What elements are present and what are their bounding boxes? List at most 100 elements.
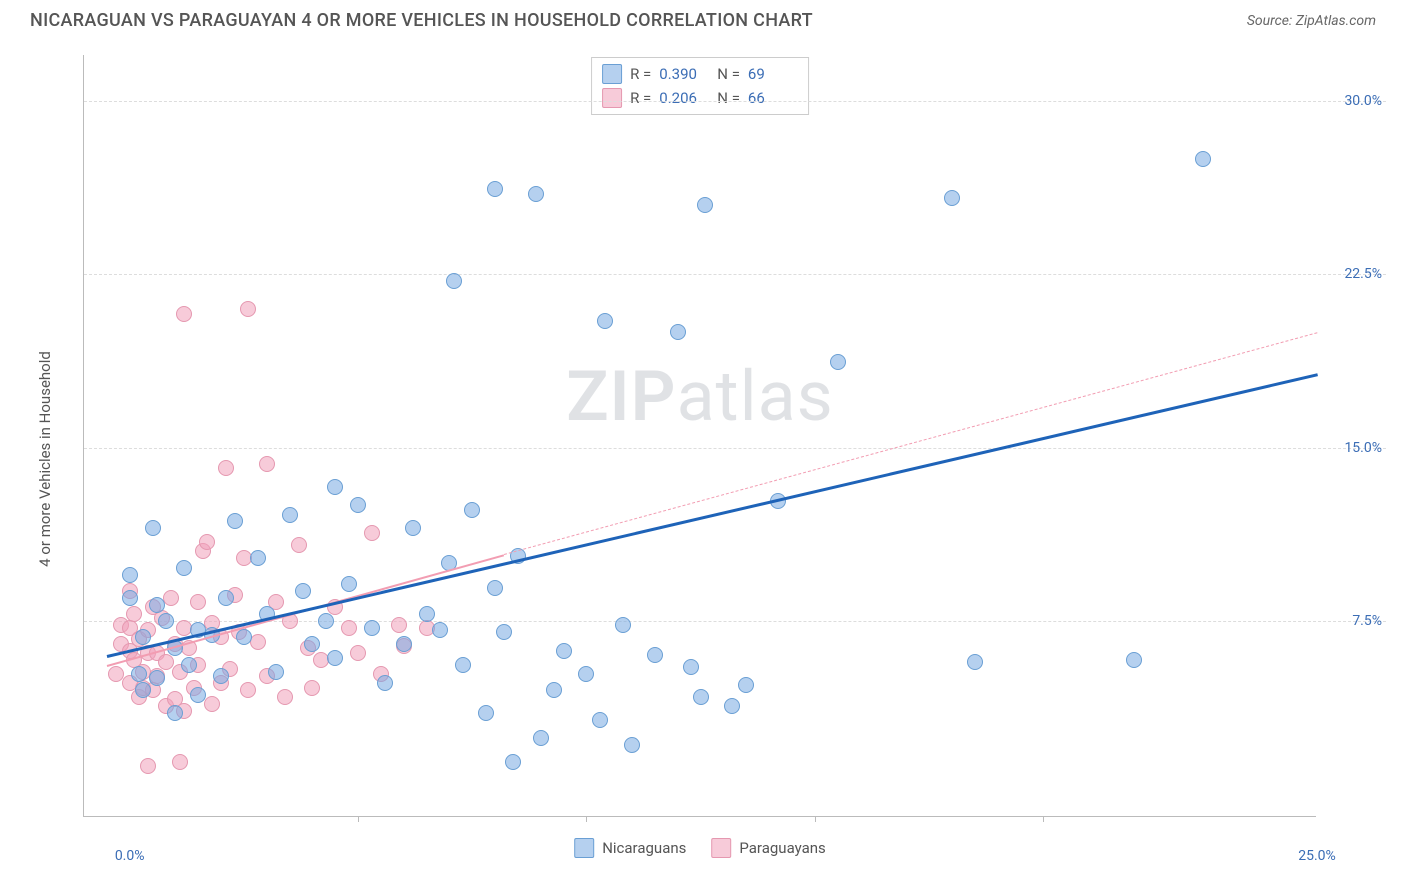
x-tick	[358, 816, 359, 822]
point-nicaraguan	[556, 643, 572, 659]
point-nicaraguan	[295, 583, 311, 599]
point-nicaraguan	[683, 659, 699, 675]
point-nicaraguan	[697, 197, 713, 213]
legend-label: Nicaraguans	[602, 839, 686, 857]
point-nicaraguan	[268, 664, 284, 680]
y-axis-label: 4 or more Vehicles in Household	[36, 351, 54, 567]
point-paraguayan	[199, 534, 215, 550]
stat-legend-row: R =0.206N =66	[602, 86, 798, 110]
point-nicaraguan	[149, 597, 165, 613]
point-nicaraguan	[145, 520, 161, 536]
legend-swatch	[602, 64, 622, 84]
point-nicaraguan	[546, 682, 562, 698]
point-paraguayan	[391, 617, 407, 633]
point-nicaraguan	[377, 675, 393, 691]
point-nicaraguan	[487, 181, 503, 197]
point-nicaraguan	[528, 186, 544, 202]
point-nicaraguan	[597, 313, 613, 329]
point-nicaraguan	[135, 629, 151, 645]
point-paraguayan	[204, 696, 220, 712]
point-nicaraguan	[478, 705, 494, 721]
point-paraguayan	[140, 758, 156, 774]
point-nicaraguan	[327, 479, 343, 495]
point-nicaraguan	[149, 670, 165, 686]
point-nicaraguan	[213, 668, 229, 684]
point-paraguayan	[364, 525, 380, 541]
point-nicaraguan	[327, 650, 343, 666]
point-paraguayan	[218, 460, 234, 476]
x-tick	[586, 816, 587, 822]
point-nicaraguan	[419, 606, 435, 622]
point-paraguayan	[240, 682, 256, 698]
plot-region: ZIPatlas R =0.390N =69R =0.206N =66 Nica…	[83, 55, 1316, 817]
point-nicaraguan	[250, 550, 266, 566]
point-nicaraguan	[464, 502, 480, 518]
legend-label: Paraguayans	[739, 839, 825, 857]
legend-item: Nicaraguans	[574, 838, 686, 858]
point-paraguayan	[304, 680, 320, 696]
x-tick	[815, 816, 816, 822]
gridline-h	[84, 101, 1386, 102]
watermark: ZIPatlas	[566, 356, 834, 438]
point-nicaraguan	[624, 737, 640, 753]
point-nicaraguan	[176, 560, 192, 576]
x-tick	[1043, 816, 1044, 822]
source-label: Source: ZipAtlas.com	[1247, 13, 1376, 29]
legend-swatch	[602, 88, 622, 108]
point-nicaraguan	[693, 689, 709, 705]
point-nicaraguan	[158, 613, 174, 629]
point-nicaraguan	[615, 617, 631, 633]
point-nicaraguan	[724, 698, 740, 714]
point-nicaraguan	[218, 590, 234, 606]
legend-swatch	[711, 838, 731, 858]
point-nicaraguan	[122, 567, 138, 583]
point-nicaraguan	[496, 624, 512, 640]
series-legend: Nicaraguans Paraguayans	[574, 838, 826, 858]
point-paraguayan	[350, 645, 366, 661]
point-paraguayan	[190, 594, 206, 610]
gridline-h	[84, 621, 1386, 622]
gridline-h	[84, 448, 1386, 449]
y-tick-label: 7.5%	[1352, 613, 1382, 629]
trendline-paraguayan-ext	[504, 332, 1317, 555]
point-paraguayan	[176, 306, 192, 322]
point-nicaraguan	[592, 712, 608, 728]
point-nicaraguan	[122, 590, 138, 606]
x-tick-label: 25.0%	[1298, 848, 1336, 864]
point-nicaraguan	[578, 666, 594, 682]
point-paraguayan	[163, 590, 179, 606]
point-paraguayan	[126, 606, 142, 622]
point-nicaraguan	[533, 730, 549, 746]
stat-legend: R =0.390N =69R =0.206N =66	[591, 57, 809, 115]
point-nicaraguan	[670, 324, 686, 340]
point-nicaraguan	[181, 657, 197, 673]
point-nicaraguan	[364, 620, 380, 636]
x-tick-label: 0.0%	[115, 848, 145, 864]
point-paraguayan	[172, 754, 188, 770]
point-nicaraguan	[967, 654, 983, 670]
point-paraguayan	[250, 634, 266, 650]
point-paraguayan	[240, 301, 256, 317]
point-nicaraguan	[432, 622, 448, 638]
y-tick-label: 30.0%	[1344, 93, 1382, 109]
point-nicaraguan	[944, 190, 960, 206]
point-nicaraguan	[318, 613, 334, 629]
point-nicaraguan	[455, 657, 471, 673]
point-nicaraguan	[405, 520, 421, 536]
point-nicaraguan	[1195, 151, 1211, 167]
y-tick-label: 15.0%	[1344, 440, 1382, 456]
chart-area: 4 or more Vehicles in Household ZIPatlas…	[55, 55, 1386, 862]
stat-legend-row: R =0.390N =69	[602, 62, 798, 86]
point-nicaraguan	[227, 513, 243, 529]
point-nicaraguan	[167, 705, 183, 721]
point-nicaraguan	[505, 754, 521, 770]
point-nicaraguan	[1126, 652, 1142, 668]
point-paraguayan	[341, 620, 357, 636]
legend-swatch	[574, 838, 594, 858]
point-nicaraguan	[341, 576, 357, 592]
point-nicaraguan	[396, 636, 412, 652]
point-nicaraguan	[738, 677, 754, 693]
point-paraguayan	[291, 537, 307, 553]
y-tick-label: 22.5%	[1344, 266, 1382, 282]
gridline-h	[84, 274, 1386, 275]
